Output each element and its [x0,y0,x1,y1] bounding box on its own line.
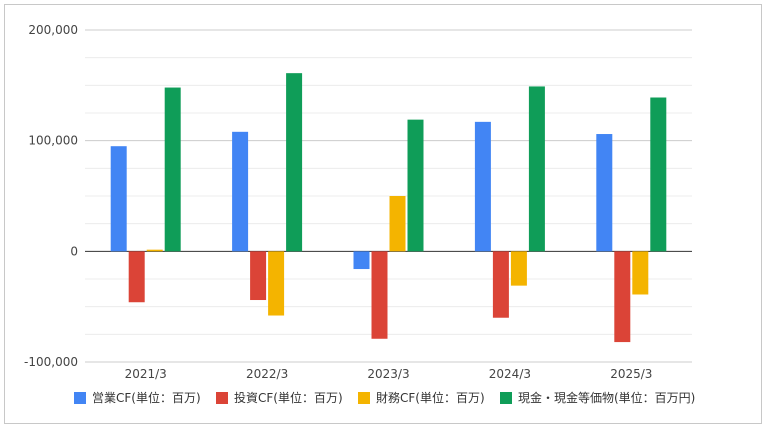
legend-label: 営業CF(単位：百万) [92,390,201,405]
legend-swatch [358,392,370,404]
bar-2-2022-3 [250,251,267,301]
bar-1-2022-3 [232,131,249,252]
y-tick-label: 200,000 [28,23,78,37]
bar-3-2022-3 [268,251,285,316]
y-tick-label: -100,000 [24,355,78,369]
bar-3-2024-3 [510,251,527,286]
y-tick-label: 0 [70,244,78,258]
bar-4-2023-3 [407,119,424,252]
bar-3-2021-3 [146,249,163,252]
x-tick-label: 2025/3 [610,367,652,381]
x-tick-label: 2021/3 [125,367,167,381]
gridlines [85,29,692,363]
bar-4-2025-3 [650,97,667,252]
bar-1-2024-3 [474,121,491,252]
bar-2-2024-3 [492,251,509,318]
bar-4-2021-3 [164,87,181,252]
legend: 営業CF(単位：百万) 投資CF(単位：百万) 財務CF(単位：百万) 現金・現金等価… [74,390,695,405]
bar-1-2021-3 [110,146,127,252]
bar-3-2023-3 [389,196,406,252]
bar-2-2025-3 [614,251,631,343]
y-tick-label: 100,000 [28,134,78,148]
x-tick-label: 2024/3 [489,367,531,381]
x-tick-label: 2022/3 [246,367,288,381]
bar-1-2025-3 [596,134,613,252]
bar-4-2022-3 [286,73,303,252]
bar-2-2023-3 [371,251,388,339]
legend-label: 投資CF(単位：百万) [234,390,343,405]
x-tick-label: 2023/3 [367,367,409,381]
bar-4-2024-3 [528,86,545,252]
legend-swatch [500,392,512,404]
x-axis-ticks: 2021/3 2022/3 2023/3 2024/3 2025/3 [125,367,653,381]
y-axis-ticks: 200,000 100,000 0 -100,000 [24,23,78,369]
legend-label: 財務CF(単位：百万) [376,390,485,405]
legend-label: 現金・現金等価物(単位：百万円) [518,390,695,405]
legend-swatch [216,392,228,404]
legend-swatch [74,392,86,404]
bars [110,73,667,343]
bar-2-2021-3 [128,251,145,303]
bar-1-2023-3 [353,251,370,270]
bar-3-2025-3 [632,251,649,295]
chart-frame [4,4,762,424]
